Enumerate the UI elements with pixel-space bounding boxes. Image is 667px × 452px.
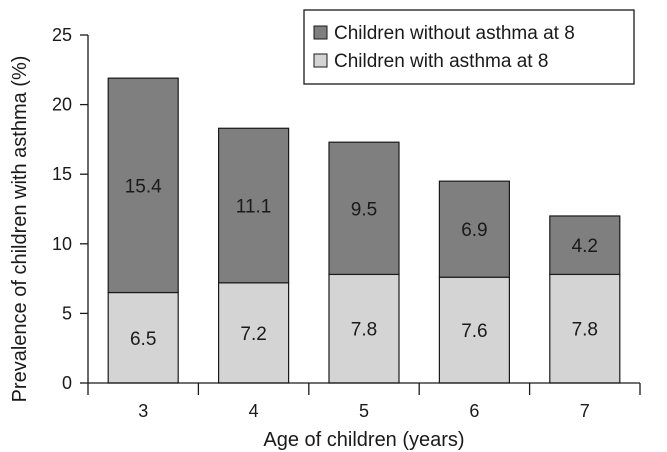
- x-tick-label: 7: [580, 401, 590, 421]
- x-tick-label: 4: [249, 401, 259, 421]
- bar-segment: [328, 141, 400, 276]
- legend: Children without asthma at 8 Children wit…: [303, 9, 635, 85]
- y-ticks: 0 5 10 15 20 25: [52, 25, 88, 393]
- bar-segment: [549, 215, 621, 276]
- x-axis-title: Age of children (years): [263, 429, 464, 451]
- bar-segment: [107, 77, 179, 294]
- bar-value-label: 9.5: [351, 199, 377, 220]
- legend-swatch: [313, 25, 328, 40]
- y-tick-label: 25: [52, 25, 72, 45]
- y-tick-label: 0: [62, 373, 72, 393]
- bar-value-label: 7.8: [572, 320, 598, 341]
- y-tick-label: 5: [62, 303, 72, 323]
- y-tick-label: 20: [52, 95, 72, 115]
- bar-value-label: 4.2: [572, 236, 598, 257]
- bar-segment: [107, 291, 179, 384]
- legend-label: Children without asthma at 8: [334, 23, 575, 44]
- bar-value-label: 7.8: [351, 320, 377, 341]
- bar-value-label: 11.1: [236, 197, 272, 218]
- y-axis-title: Prevalence of children with asthma (%): [9, 56, 31, 403]
- bars-layer: [107, 77, 621, 384]
- y-tick-label: 10: [52, 234, 72, 254]
- x-tick-label: 6: [469, 401, 479, 421]
- legend-box: [303, 9, 635, 85]
- legend-label: Children with asthma at 8: [334, 51, 548, 72]
- bar-value-label: 6.5: [130, 329, 156, 350]
- data-labels-layer: 6.5 15.4 7.2 11.1 7.8 9.5 7.6 6.9 7.8 4.2: [125, 176, 598, 349]
- bar-value-label: 15.4: [125, 176, 162, 197]
- axes-layer: 0 5 10 15 20 25 3 4 5 6 7: [52, 25, 641, 421]
- x-tick-label: 3: [138, 401, 148, 421]
- bar-segment: [438, 180, 510, 278]
- x-ticks: 3 4 5 6 7: [87, 383, 641, 421]
- bar-value-label: 7.2: [240, 324, 266, 345]
- legend-swatch: [313, 53, 328, 68]
- x-tick-label: 5: [359, 401, 369, 421]
- bar-value-label: 7.6: [461, 321, 487, 342]
- bar-value-label: 6.9: [461, 220, 487, 241]
- bar-segment: [218, 127, 290, 284]
- y-tick-label: 15: [52, 164, 72, 184]
